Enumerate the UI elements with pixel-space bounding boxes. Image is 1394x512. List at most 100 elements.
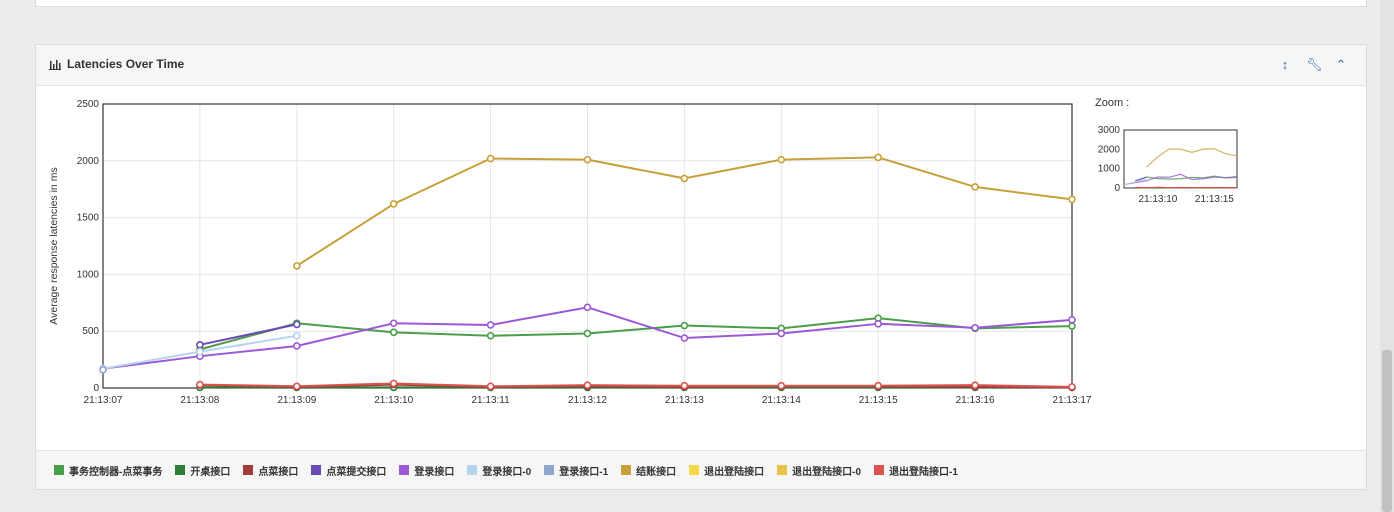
legend-label: 登录接口-0 (482, 466, 532, 478)
x-tick-label: 21:13:16 (956, 395, 995, 403)
data-point (971, 381, 979, 389)
data-point (680, 321, 689, 330)
bar-chart-icon (49, 59, 61, 70)
legend-label: 点菜提交接口 (326, 466, 387, 478)
data-point (1068, 195, 1076, 204)
data-point (1068, 383, 1076, 391)
legend-label: 退出登陆接口 (704, 466, 765, 478)
data-point (777, 329, 786, 338)
latency-chart: 21:13:07 21:13:08 21:13:09 21:13:10 21:13:11… (48, 97, 1238, 403)
data-point (486, 331, 495, 340)
header-controls: ↕ 🔧︎ ⌃ (1278, 57, 1348, 73)
data-point (196, 380, 204, 389)
page-scrollbar-track[interactable] (1380, 0, 1394, 512)
legend-label: 登录接口-1 (559, 466, 609, 478)
y-tick-label: 2000 (77, 156, 100, 167)
legend-swatch (311, 465, 322, 475)
y-tick-label: 2500 (77, 99, 100, 110)
legend-item[interactable]: 点菜提交接口 (311, 463, 386, 478)
legend-swatch (544, 465, 555, 475)
x-tick-label: 21:13:12 (568, 395, 607, 403)
legend-swatch (689, 465, 700, 475)
y-tick-label: 500 (82, 326, 99, 337)
series-line (199, 323, 298, 346)
data-point (486, 382, 495, 391)
legend-swatch (54, 465, 64, 475)
legend-swatch (621, 465, 632, 475)
legend-label: 退出登陆接口-0 (792, 466, 862, 478)
series-line (199, 317, 1073, 351)
data-point (486, 154, 495, 163)
y-axis-label: Average response latencies in ms (48, 167, 60, 324)
data-point (196, 347, 204, 356)
wrench-icon[interactable]: 🔧︎ (1306, 57, 1323, 72)
legend-swatch (175, 465, 186, 475)
zoom-x-tick-label: 21:13:15 (1195, 194, 1234, 205)
panel-title-text: Latencies Over Time (67, 57, 185, 71)
collapse-up-icon[interactable]: ⌃ (1335, 57, 1347, 72)
legend-item[interactable]: 登录接口-1 (544, 463, 608, 478)
legend-item[interactable]: 登录接口 (399, 463, 454, 478)
legend-item[interactable]: 事务控制器-点菜事务 (54, 463, 162, 478)
y-tick-label: 1000 (77, 269, 100, 280)
data-point (583, 381, 592, 389)
previous-panel (35, 0, 1367, 7)
data-point (583, 155, 592, 164)
data-point (874, 320, 883, 328)
zoom-series-line (1123, 173, 1238, 186)
zoom-y-tick-label: 0 (1114, 183, 1120, 194)
data-point (389, 200, 398, 208)
data-point (292, 382, 301, 391)
zoom-series-line (1135, 186, 1238, 189)
data-point (292, 262, 301, 270)
data-point (292, 331, 301, 340)
legend-item[interactable]: 登录接口-0 (467, 463, 531, 478)
data-point (583, 303, 592, 312)
legend-label: 事务控制器-点菜事务 (69, 466, 163, 478)
data-point (777, 155, 786, 164)
zoom-y-tick-label: 2000 (1098, 144, 1121, 155)
zoom-series-line (1135, 176, 1147, 182)
page-scrollbar-thumb[interactable] (1382, 350, 1392, 512)
x-tick-label: 21:13:15 (859, 395, 898, 403)
panel-header: Latencies Over Time ↕ 🔧︎ ⌃ (36, 45, 1366, 86)
x-tick-label: 21:13:10 (374, 395, 413, 403)
x-tick-label: 21:13:07 (84, 395, 123, 403)
data-point (292, 342, 301, 350)
zoom-series-line (1123, 178, 1147, 186)
y-tick-label: 0 (93, 383, 99, 394)
legend-label: 点菜接口 (258, 466, 299, 478)
data-point (971, 323, 979, 332)
x-tick-label: 21:13:13 (665, 395, 704, 403)
data-point (680, 381, 689, 390)
zoom-y-tick-label: 1000 (1098, 164, 1121, 175)
legend-swatch (777, 465, 788, 475)
legend-label: 开桌接口 (190, 466, 231, 478)
legend-item[interactable]: 点菜接口 (243, 463, 298, 478)
legend-item[interactable]: 开桌接口 (175, 463, 230, 478)
x-tick-label: 21:13:11 (472, 395, 511, 403)
legend-item[interactable]: 退出登陆接口 (689, 463, 764, 478)
data-point (680, 334, 689, 342)
data-point (389, 319, 398, 328)
x-tick-label: 21:13:14 (762, 395, 801, 403)
legend-item[interactable]: 退出登陆接口-1 (874, 463, 958, 478)
legend-label: 登录接口 (414, 466, 455, 478)
data-point (389, 328, 398, 337)
zoom-y-tick-label: 3000 (1098, 125, 1121, 136)
legend-item[interactable]: 结账接口 (621, 463, 676, 478)
data-point (292, 320, 301, 329)
legend-item[interactable]: 退出登陆接口-0 (777, 463, 861, 478)
legend-label: 结账接口 (636, 466, 677, 478)
y-tick-label: 1500 (77, 213, 100, 224)
data-point (874, 381, 883, 390)
data-point (99, 366, 107, 374)
resize-vertical-icon[interactable]: ↕ (1281, 57, 1289, 72)
x-tick-label: 21:13:09 (277, 395, 316, 403)
data-point (1068, 322, 1076, 330)
chart-legend: 事务控制器-点菜事务 开桌接口 点菜接口 点菜提交接口 登录接口 登录接口-0 登录接口-1… (36, 450, 1366, 489)
data-point (583, 329, 592, 338)
zoom-label: Zoom : (1095, 97, 1129, 109)
series-line (199, 382, 1073, 388)
data-point (777, 381, 786, 390)
